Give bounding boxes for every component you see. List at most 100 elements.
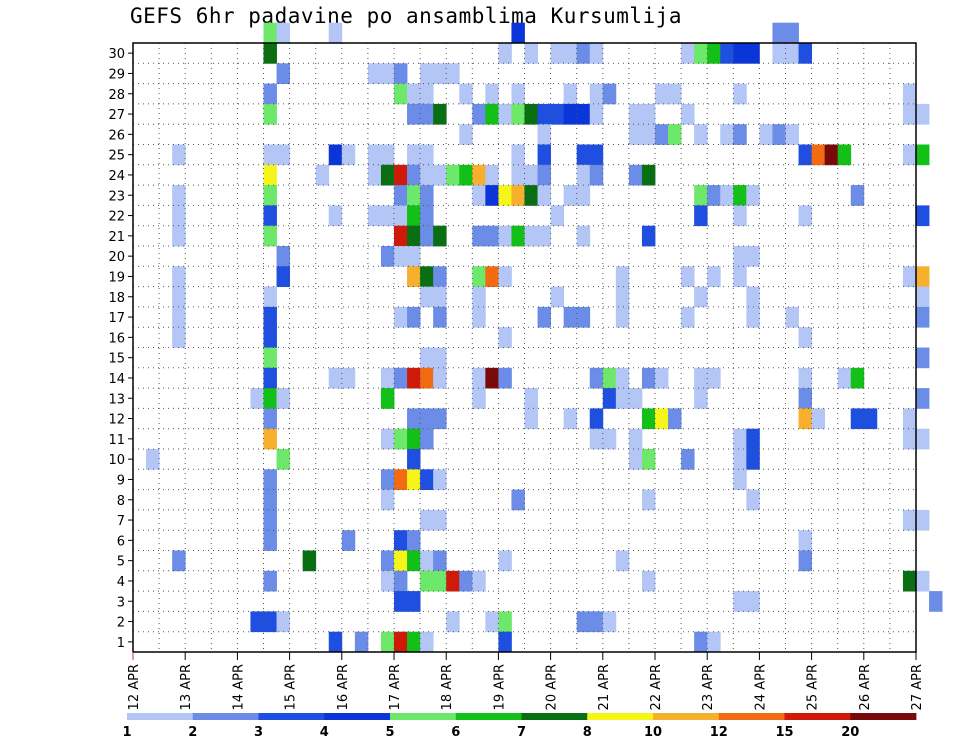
y-tick-label: 24 — [108, 169, 125, 184]
heatmap-cell — [420, 408, 434, 430]
y-tick-label: 16 — [108, 331, 125, 346]
heatmap-cell — [315, 164, 330, 186]
heatmap-cell — [472, 286, 486, 308]
heatmap-cell — [420, 144, 434, 166]
colorbar-swatch — [192, 713, 259, 720]
heatmap-cell — [850, 367, 865, 389]
heatmap-cell — [563, 306, 578, 328]
heatmap-cell — [263, 286, 277, 308]
x-tick-label: 23 APR — [701, 664, 716, 710]
heatmap-cell — [733, 185, 747, 206]
heatmap-cell — [798, 367, 812, 389]
heatmap-cell — [707, 185, 721, 206]
heatmap-cell — [694, 286, 708, 308]
heatmap-cell — [576, 306, 591, 328]
heatmap-cell — [276, 449, 290, 470]
heatmap-cell — [628, 449, 643, 470]
heatmap-cell — [420, 185, 434, 206]
heatmap-cell — [641, 449, 656, 470]
y-tick-label: 3 — [117, 595, 125, 610]
heatmap-cell — [850, 185, 865, 206]
heatmap-cell — [394, 205, 408, 227]
heatmap-cell — [263, 489, 277, 511]
heatmap-cell — [916, 347, 930, 369]
heatmap-cell — [420, 63, 434, 84]
heatmap-cell — [602, 388, 617, 409]
colorbar-label: 2 — [188, 725, 197, 740]
x-tick-label: 20 APR — [545, 664, 560, 710]
heatmap-cell — [276, 246, 290, 267]
heatmap-cell — [733, 43, 747, 64]
heatmap-cell — [276, 144, 290, 166]
y-tick-label: 28 — [108, 88, 125, 103]
heatmap-cell — [407, 144, 421, 166]
heatmap-cell — [576, 611, 591, 633]
heatmap-cell — [328, 22, 343, 44]
heatmap-cell — [641, 367, 656, 389]
heatmap-cell — [263, 388, 277, 409]
heatmap-cell — [433, 266, 447, 287]
heatmap-cell — [916, 306, 930, 328]
x-tick-label: 24 APR — [753, 664, 768, 710]
heatmap-cell — [550, 205, 565, 227]
heatmap-cell — [380, 388, 395, 409]
heatmap-cell — [524, 43, 538, 64]
heatmap-cell — [798, 327, 812, 348]
y-tick-label: 8 — [117, 494, 125, 509]
heatmap-cell — [407, 205, 421, 227]
colorbar-swatch — [850, 713, 917, 720]
heatmap-cell — [602, 367, 617, 389]
colorbar-swatch — [784, 713, 851, 720]
heatmap-cell — [576, 225, 591, 247]
x-tick-label: 14 APR — [231, 664, 246, 710]
heatmap-cell — [394, 570, 408, 592]
heatmap-cell — [472, 570, 486, 592]
y-tick-label: 27 — [108, 108, 125, 123]
heatmap-cell — [902, 83, 917, 105]
heatmap-cell — [498, 185, 512, 206]
heatmap-cell — [524, 225, 538, 247]
heatmap-cell — [446, 164, 460, 186]
heatmap-cell — [485, 225, 499, 247]
heatmap-cell — [446, 611, 460, 633]
x-tick-label: 16 APR — [336, 664, 351, 710]
heatmap-cell — [576, 185, 591, 206]
x-tick-label: 22 APR — [649, 664, 664, 710]
heatmap-cell — [263, 205, 277, 227]
heatmap-cell — [576, 164, 591, 186]
heatmap-cell — [407, 164, 421, 186]
heatmap-cell — [785, 306, 799, 328]
y-tick-label: 6 — [117, 534, 125, 549]
heatmap-cell — [916, 286, 930, 308]
heatmap-cell — [641, 103, 656, 125]
heatmap-cell — [655, 83, 669, 105]
heatmap-cell — [420, 83, 434, 105]
heatmap-cell — [746, 185, 760, 206]
heatmap-cell — [746, 306, 760, 328]
heatmap-cell — [916, 266, 930, 287]
heatmap-cell — [615, 367, 630, 389]
heatmap-cell — [420, 225, 434, 247]
heatmap-cell — [498, 611, 512, 633]
heatmap-cell — [472, 266, 486, 287]
heatmap-cell — [276, 388, 290, 409]
heatmap-cell — [367, 63, 382, 84]
heatmap-cell — [602, 611, 617, 633]
heatmap-cell — [694, 185, 708, 206]
heatmap-cell — [172, 205, 186, 227]
heatmap-cell — [668, 408, 682, 430]
heatmap-cell — [902, 428, 917, 450]
heatmap-cell — [694, 43, 708, 64]
heatmap-cell — [772, 22, 786, 44]
heatmap-cell — [498, 631, 512, 653]
heatmap-cell — [394, 550, 408, 572]
x-tick-label: 15 APR — [284, 664, 299, 710]
x-tick-label: 18 APR — [440, 664, 455, 710]
heatmap-cell — [641, 570, 656, 592]
heatmap-cell — [524, 185, 538, 206]
heatmap-cell — [628, 428, 643, 450]
heatmap-cell — [681, 449, 695, 470]
heatmap-cell — [263, 367, 277, 389]
